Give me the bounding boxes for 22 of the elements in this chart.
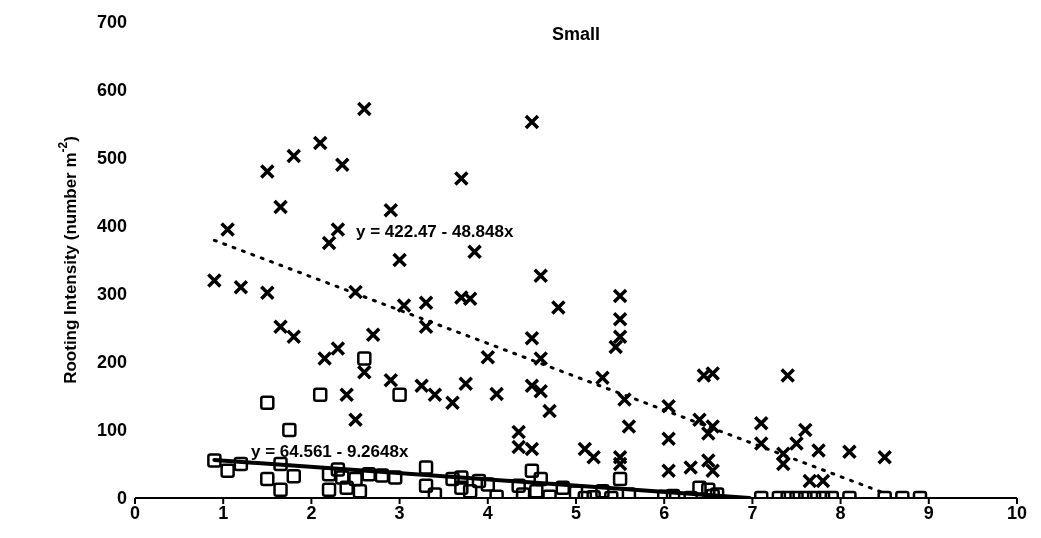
x-tick-label: 3: [394, 502, 405, 523]
y-tick-label: 300: [96, 284, 127, 305]
annotation: y = 64.561 - 9.2648x: [250, 442, 410, 462]
x-tick-label: 6: [659, 502, 670, 523]
y-tick-label: 500: [96, 148, 127, 169]
x-tick-label: 9: [923, 502, 934, 523]
annotation: y = 422.47 - 48.848x: [355, 222, 515, 242]
x-tick-label: 0: [129, 502, 141, 523]
y-tick-label: 400: [96, 216, 127, 237]
y-tick-label: 700: [96, 12, 127, 33]
x-tick-label: 4: [482, 502, 493, 523]
y-tick-label: 0: [116, 488, 127, 509]
y-tick-label: 200: [96, 352, 127, 373]
x-tick-label: 7: [747, 502, 758, 523]
y-tick-label: 600: [96, 80, 127, 101]
x-tick-label: 8: [835, 502, 846, 523]
x-tick-label: 1: [218, 502, 229, 523]
y-tick-label: 100: [96, 420, 127, 441]
chart-title: Small: [551, 24, 601, 45]
x-tick-label: 5: [570, 502, 582, 523]
x-tick-label: 2: [306, 502, 317, 523]
x-tick-label: 10: [1006, 502, 1028, 523]
